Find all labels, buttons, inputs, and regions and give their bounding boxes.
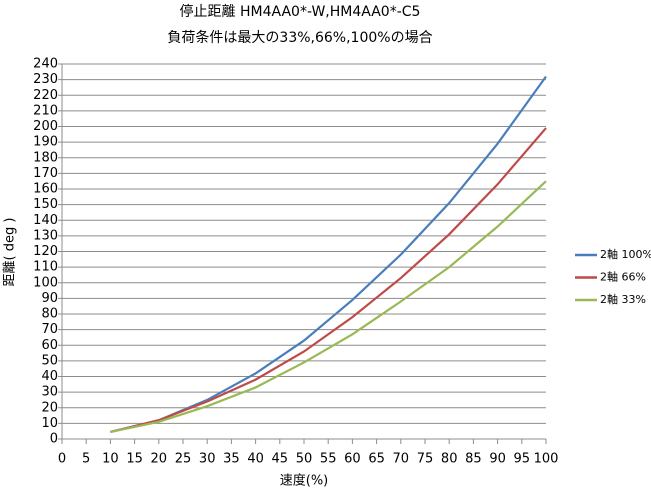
y-tick-label: 70 (41, 322, 58, 337)
x-tick-label: 25 (175, 452, 192, 467)
x-tick-label: 55 (320, 452, 337, 467)
legend-label: 2軸 33% (600, 292, 646, 306)
y-tick-label: 80 (41, 307, 58, 322)
x-tick-label: 0 (58, 452, 66, 467)
y-tick-label: 60 (41, 338, 58, 353)
x-tick-label: 90 (489, 452, 506, 467)
legend-label: 2軸 100% (600, 247, 651, 261)
y-tick-label: 200 (33, 119, 58, 134)
y-tick-label: 220 (33, 88, 58, 103)
x-tick-label: 85 (465, 452, 482, 467)
y-tick-label: 10 (41, 416, 58, 431)
y-tick-label: 120 (33, 244, 58, 259)
y-tick-label: 130 (33, 228, 58, 243)
x-tick-label: 80 (441, 452, 458, 467)
y-tick-label: 240 (33, 57, 58, 72)
x-tick-label: 65 (368, 452, 385, 467)
y-tick-label: 20 (41, 400, 58, 415)
y-axis-label: 距離( deg ) (3, 218, 18, 287)
x-tick-label: 45 (272, 452, 289, 467)
y-tick-label: 190 (33, 135, 58, 150)
y-tick-label: 210 (33, 103, 58, 118)
x-tick-label: 20 (151, 452, 168, 467)
x-tick-label: 95 (514, 452, 531, 467)
x-tick-label: 10 (102, 452, 119, 467)
x-tick-label: 70 (393, 452, 410, 467)
chart-subtitle: 負荷条件は最大の33%,66%,100%の場合 (167, 29, 432, 46)
y-tick-label: 30 (41, 385, 58, 400)
series-line (110, 127, 547, 434)
x-tick-label: 15 (126, 452, 143, 467)
y-tick-label: 0 (50, 432, 58, 447)
y-tick-label: 230 (33, 72, 58, 87)
y-tick-label: 90 (41, 291, 58, 306)
x-tick-label: 5 (82, 452, 90, 467)
y-tick-label: 140 (33, 213, 58, 228)
y-tick-label: 150 (33, 197, 58, 212)
x-axis-label: 速度(%) (280, 473, 329, 489)
x-tick-label: 60 (344, 452, 361, 467)
x-tick-label: 30 (199, 452, 216, 467)
series-line (110, 75, 547, 434)
chart-title: 停止距離 HM4AA0*-W,HM4AA0*-C5 (180, 3, 421, 20)
y-tick-label: 170 (33, 166, 58, 181)
legend-label: 2軸 66% (600, 270, 646, 284)
x-tick-label: 100 (534, 452, 559, 467)
y-tick-label: 40 (41, 369, 58, 384)
x-tick-label: 35 (223, 452, 240, 467)
y-tick-label: 50 (41, 353, 58, 368)
series-line (110, 180, 547, 434)
y-tick-label: 110 (33, 260, 58, 275)
x-tick-label: 40 (247, 452, 264, 467)
y-tick-label: 100 (33, 275, 58, 290)
x-tick-label: 50 (296, 452, 313, 467)
y-tick-label: 160 (33, 182, 58, 197)
y-tick-label: 180 (33, 150, 58, 165)
x-tick-label: 75 (417, 452, 434, 467)
